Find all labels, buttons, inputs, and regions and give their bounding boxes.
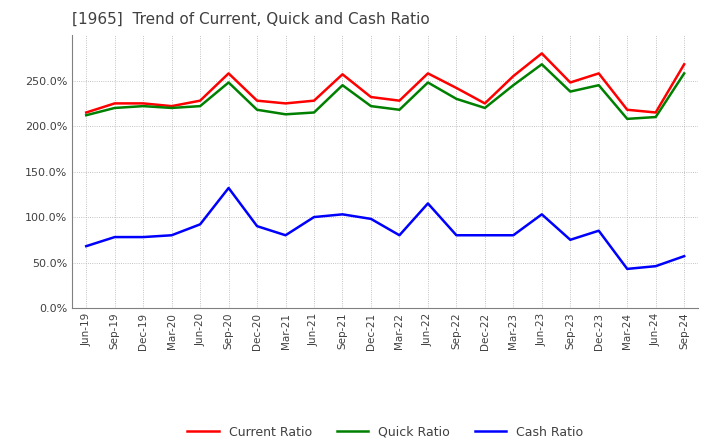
- Current Ratio: [110, 101, 119, 106]
- Current Ratio: [509, 73, 518, 79]
- Quick Ratio: [282, 112, 290, 117]
- Quick Ratio: [423, 80, 432, 85]
- Line: Current Ratio: Current Ratio: [86, 53, 684, 113]
- Cash Ratio: [110, 235, 119, 240]
- Quick Ratio: [509, 83, 518, 88]
- Current Ratio: [225, 71, 233, 76]
- Quick Ratio: [537, 62, 546, 67]
- Quick Ratio: [395, 107, 404, 112]
- Current Ratio: [282, 101, 290, 106]
- Cash Ratio: [423, 201, 432, 206]
- Cash Ratio: [253, 224, 261, 229]
- Quick Ratio: [652, 114, 660, 120]
- Line: Quick Ratio: Quick Ratio: [86, 64, 684, 119]
- Cash Ratio: [310, 214, 318, 220]
- Quick Ratio: [82, 113, 91, 118]
- Current Ratio: [652, 110, 660, 115]
- Current Ratio: [253, 98, 261, 103]
- Cash Ratio: [82, 243, 91, 249]
- Cash Ratio: [537, 212, 546, 217]
- Cash Ratio: [595, 228, 603, 233]
- Cash Ratio: [366, 216, 375, 221]
- Quick Ratio: [480, 105, 489, 110]
- Current Ratio: [310, 98, 318, 103]
- Quick Ratio: [139, 103, 148, 109]
- Current Ratio: [537, 51, 546, 56]
- Quick Ratio: [595, 83, 603, 88]
- Quick Ratio: [680, 71, 688, 76]
- Cash Ratio: [338, 212, 347, 217]
- Current Ratio: [423, 71, 432, 76]
- Current Ratio: [82, 110, 91, 115]
- Current Ratio: [623, 107, 631, 112]
- Cash Ratio: [680, 253, 688, 259]
- Cash Ratio: [480, 233, 489, 238]
- Quick Ratio: [566, 89, 575, 94]
- Text: [1965]  Trend of Current, Quick and Cash Ratio: [1965] Trend of Current, Quick and Cash …: [72, 12, 430, 27]
- Current Ratio: [338, 72, 347, 77]
- Quick Ratio: [310, 110, 318, 115]
- Current Ratio: [167, 103, 176, 109]
- Current Ratio: [680, 62, 688, 67]
- Cash Ratio: [167, 233, 176, 238]
- Line: Cash Ratio: Cash Ratio: [86, 188, 684, 269]
- Current Ratio: [139, 101, 148, 106]
- Quick Ratio: [623, 116, 631, 121]
- Cash Ratio: [196, 222, 204, 227]
- Cash Ratio: [652, 264, 660, 269]
- Cash Ratio: [509, 233, 518, 238]
- Legend: Current Ratio, Quick Ratio, Cash Ratio: Current Ratio, Quick Ratio, Cash Ratio: [182, 421, 588, 440]
- Cash Ratio: [566, 237, 575, 242]
- Current Ratio: [452, 85, 461, 91]
- Quick Ratio: [196, 103, 204, 109]
- Current Ratio: [480, 101, 489, 106]
- Current Ratio: [566, 80, 575, 85]
- Quick Ratio: [366, 103, 375, 109]
- Quick Ratio: [225, 80, 233, 85]
- Current Ratio: [366, 95, 375, 100]
- Cash Ratio: [139, 235, 148, 240]
- Cash Ratio: [282, 233, 290, 238]
- Current Ratio: [395, 98, 404, 103]
- Quick Ratio: [338, 83, 347, 88]
- Quick Ratio: [167, 105, 176, 110]
- Cash Ratio: [623, 266, 631, 271]
- Cash Ratio: [225, 185, 233, 191]
- Quick Ratio: [253, 107, 261, 112]
- Quick Ratio: [452, 96, 461, 102]
- Cash Ratio: [452, 233, 461, 238]
- Quick Ratio: [110, 105, 119, 110]
- Cash Ratio: [395, 233, 404, 238]
- Current Ratio: [595, 71, 603, 76]
- Current Ratio: [196, 98, 204, 103]
